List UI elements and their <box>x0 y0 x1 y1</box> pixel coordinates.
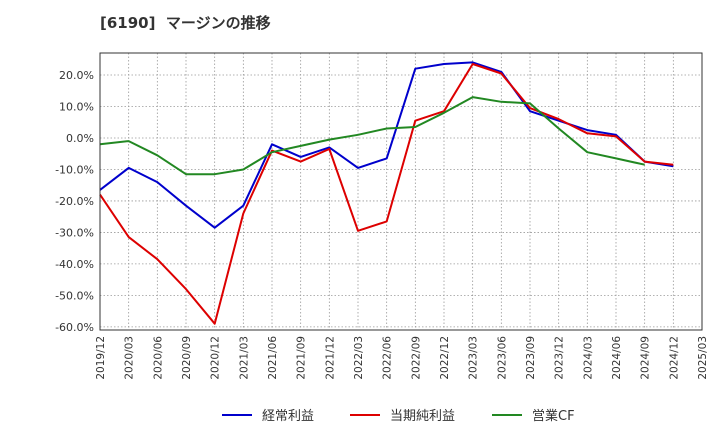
x-tick-label: 2020/09 <box>181 336 193 380</box>
x-tick-label: 2020/12 <box>210 336 222 380</box>
y-tick-label: -40.0% <box>55 258 94 271</box>
x-tick-label: 2023/09 <box>525 336 537 380</box>
x-tick-label: 2022/03 <box>353 336 365 380</box>
x-tick-label: 2024/12 <box>668 336 680 380</box>
x-tick-label: 2024/09 <box>640 336 652 380</box>
x-tick-label: 2025/03 <box>697 336 709 380</box>
x-tick-label: 2022/12 <box>439 336 451 380</box>
series-line <box>99 96 645 176</box>
legend-label: 経常利益 <box>262 409 314 424</box>
plot-frame <box>99 52 703 331</box>
y-tick-label: 20.0% <box>59 69 94 82</box>
x-tick-label: 2019/12 <box>95 336 107 380</box>
chart-title: [6190] マージンの推移 <box>100 14 271 32</box>
x-tick-label: 2024/06 <box>611 336 623 380</box>
x-tick-label: 2024/03 <box>582 336 594 380</box>
y-tick-label: -50.0% <box>55 289 94 302</box>
x-tick-label: 2023/03 <box>468 336 480 380</box>
y-axis-ticks: 20.0% 10.0% 0.0% -10.0% -20.0% -30.0% -40.0% -5… <box>55 69 94 334</box>
y-tick-label: -10.0% <box>55 163 94 176</box>
x-tick-label: 2020/06 <box>152 336 164 380</box>
series-line <box>99 61 674 229</box>
legend-label: 当期純利益 <box>390 409 455 424</box>
y-tick-label: -60.0% <box>55 321 94 334</box>
x-tick-label: 2021/09 <box>296 336 308 380</box>
y-tick-label: 10.0% <box>59 101 94 114</box>
grid-lines <box>99 53 703 330</box>
y-tick-label: 0.0% <box>66 132 94 145</box>
y-tick-label: -20.0% <box>55 195 94 208</box>
legend: 経常利益 当期純利益 営業CF <box>222 408 575 424</box>
series-lines <box>99 61 674 325</box>
x-tick-label: 2022/06 <box>382 336 394 380</box>
x-tick-label: 2021/12 <box>324 336 336 380</box>
x-tick-label: 2023/06 <box>496 336 508 380</box>
x-tick-label: 2023/12 <box>554 336 566 380</box>
x-axis-ticks: 2019/12 2020/03 2020/06 2020/09 2020/12 2021/… <box>95 336 709 380</box>
x-tick-label: 2021/03 <box>238 336 250 380</box>
x-tick-label: 2022/09 <box>410 336 422 380</box>
legend-label: 営業CF <box>532 408 575 424</box>
series-line <box>99 63 674 325</box>
x-tick-label: 2021/06 <box>267 336 279 380</box>
y-tick-label: -30.0% <box>55 226 94 239</box>
x-tick-label: 2020/03 <box>124 336 136 380</box>
